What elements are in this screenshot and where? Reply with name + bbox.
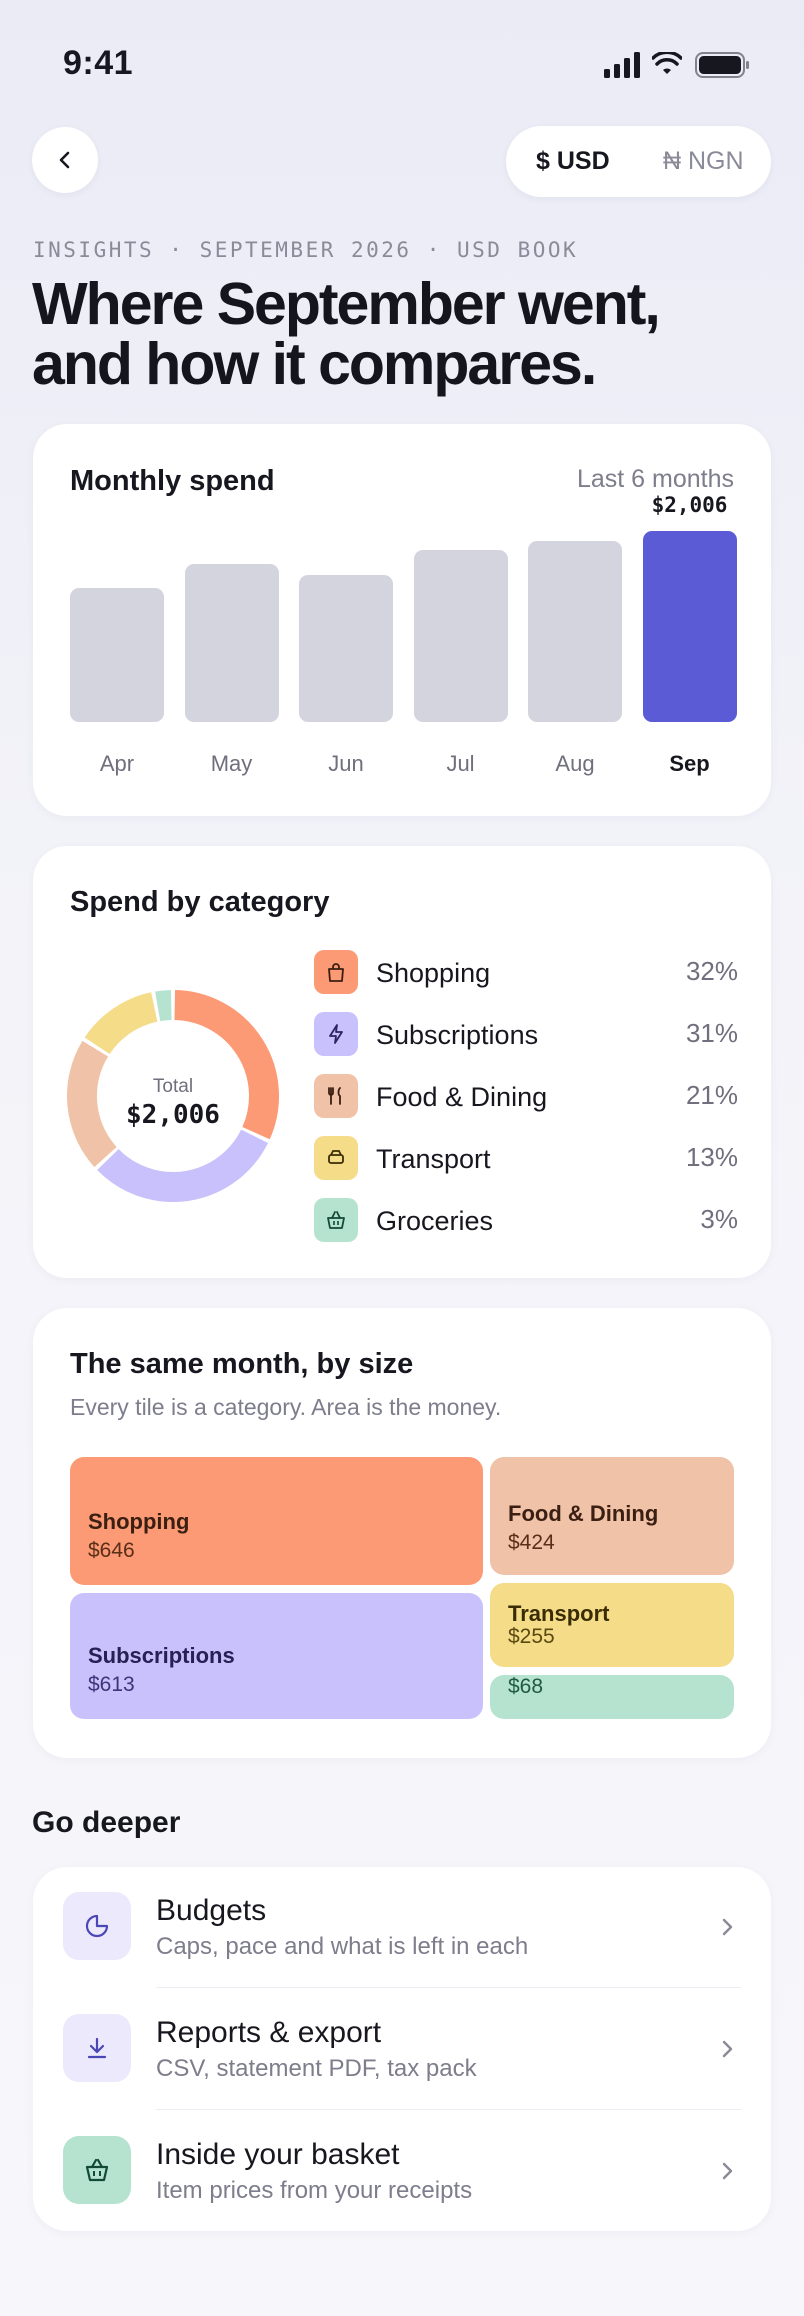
status-bar: 9:41 bbox=[0, 0, 804, 130]
nav-row-basket[interactable]: Inside your basket Item prices from your… bbox=[33, 2111, 771, 2233]
bar-label-sep: Sep bbox=[669, 751, 710, 776]
basket-icon bbox=[63, 2136, 131, 2204]
nav-row-subtitle: Caps, pace and what is left in each bbox=[156, 1933, 529, 1960]
tile-value: $255 bbox=[508, 1625, 555, 1648]
tile-value: $68 bbox=[508, 1675, 544, 1698]
tile-name: Transport bbox=[508, 1601, 610, 1626]
chevron-right-icon bbox=[722, 2040, 733, 2058]
category-percent: 3% bbox=[700, 1204, 738, 1234]
tile-value: $646 bbox=[88, 1539, 135, 1562]
wifi-icon bbox=[652, 52, 682, 74]
tile-value: $424 bbox=[508, 1531, 555, 1554]
bar-jul[interactable] bbox=[413, 550, 508, 722]
category-row-transport[interactable]: Transport 13% bbox=[314, 1136, 738, 1180]
treemap-title: The same month, by size bbox=[70, 1348, 414, 1380]
category-row-food-dining[interactable]: Food & Dining 21% bbox=[314, 1074, 738, 1118]
nav-row-subtitle: Item prices from your receipts bbox=[156, 2177, 473, 2204]
basket-icon bbox=[314, 1198, 358, 1242]
shopping-bag-icon bbox=[314, 950, 358, 994]
nav-row-title: Reports & export bbox=[156, 2016, 382, 2049]
page-eyebrow: INSIGHTS · SEPTEMBER 2026 · USD BOOK bbox=[33, 238, 579, 262]
donut-slice-groceries[interactable] bbox=[155, 990, 172, 1022]
tile-value: $613 bbox=[88, 1673, 135, 1696]
donut-svg bbox=[67, 990, 279, 1202]
status-time: 9:41 bbox=[63, 44, 134, 82]
bar-label-aug: Aug bbox=[555, 751, 595, 776]
go-deeper-card: Budgets Caps, pace and what is left in e… bbox=[33, 1867, 771, 2231]
category-percent: 13% bbox=[685, 1142, 738, 1172]
chevron-left-icon bbox=[59, 151, 70, 169]
donut-slice-transport[interactable] bbox=[84, 992, 158, 1055]
category-row-groceries[interactable]: Groceries 3% bbox=[314, 1198, 738, 1242]
treemap-subtitle: Every tile is a category. Area is the mo… bbox=[70, 1394, 502, 1420]
treemap-tile-food-dining[interactable]: Food & Dining $424 bbox=[490, 1457, 734, 1575]
pie-slice-icon bbox=[63, 1892, 131, 1960]
download-icon bbox=[63, 2014, 131, 2082]
donut-total-label: Total bbox=[152, 1076, 194, 1097]
bar-sep[interactable] bbox=[642, 531, 737, 722]
tile-name: Food & Dining bbox=[508, 1501, 659, 1526]
currency-ngn-option[interactable]: ₦ NGN bbox=[663, 147, 744, 175]
category-name: Food & Dining bbox=[376, 1082, 548, 1112]
signal-icon bbox=[604, 52, 640, 78]
category-donut-chart: Total $2,006 bbox=[67, 990, 279, 1202]
treemap-tile-subscriptions[interactable]: Subscriptions $613 bbox=[70, 1593, 483, 1719]
category-row-shopping[interactable]: Shopping 32% bbox=[314, 950, 738, 994]
monthly-spend-card: Monthly spend Last 6 months Apr May Jun Jul… bbox=[33, 424, 771, 816]
back-button[interactable] bbox=[32, 127, 98, 193]
bar-label-may: May bbox=[210, 751, 253, 776]
nav-row-reports[interactable]: Reports & export CSV, statement PDF, tax… bbox=[33, 1989, 771, 2111]
bar-aug[interactable] bbox=[528, 541, 622, 722]
category-name: Shopping bbox=[376, 958, 491, 988]
bar-jun[interactable] bbox=[299, 575, 393, 722]
category-name: Groceries bbox=[376, 1206, 494, 1236]
category-row-subscriptions[interactable]: Subscriptions 31% bbox=[314, 1012, 738, 1056]
category-percent: 31% bbox=[685, 1018, 738, 1048]
donut-slice-subscriptions[interactable] bbox=[97, 1129, 269, 1202]
car-icon bbox=[314, 1136, 358, 1180]
currency-usd-option[interactable]: $ USD bbox=[536, 147, 610, 175]
currency-toggle[interactable]: $ USD ₦ NGN bbox=[506, 126, 771, 197]
bolt-icon bbox=[314, 1012, 358, 1056]
page-title: Where September went, and how it compare… bbox=[32, 274, 752, 394]
bar-label-jun: Jun bbox=[328, 751, 364, 776]
chevron-right-icon bbox=[722, 1918, 733, 1936]
category-percent: 32% bbox=[685, 956, 738, 986]
tile-name: Subscriptions bbox=[88, 1643, 235, 1668]
treemap-tile-shopping[interactable]: Shopping $646 bbox=[70, 1457, 483, 1585]
category-percent: 21% bbox=[685, 1080, 738, 1110]
chevron-right-icon bbox=[722, 2162, 733, 2180]
treemap-tile-groceries[interactable]: $68 bbox=[490, 1675, 734, 1719]
monthly-spend-title: Monthly spend bbox=[70, 465, 275, 497]
category-card: Spend by category Total $2,006 Shopping … bbox=[33, 846, 771, 1278]
tile-name: Shopping bbox=[88, 1509, 190, 1534]
battery-icon bbox=[695, 52, 749, 78]
donut-slice-shopping[interactable] bbox=[173, 990, 279, 1140]
bar-label-jul: Jul bbox=[446, 751, 475, 776]
divider bbox=[156, 1987, 741, 1988]
bar-apr[interactable] bbox=[70, 588, 164, 722]
category-name: Transport bbox=[376, 1144, 491, 1174]
donut-slice-food-dining[interactable] bbox=[67, 1040, 117, 1168]
bar-may[interactable] bbox=[184, 564, 279, 722]
category-name: Subscriptions bbox=[376, 1020, 539, 1050]
go-deeper-title: Go deeper bbox=[32, 1806, 181, 1839]
donut-total-value: $2,006 bbox=[126, 1100, 220, 1130]
nav-row-subtitle: CSV, statement PDF, tax pack bbox=[156, 2055, 477, 2082]
category-title: Spend by category bbox=[70, 886, 330, 918]
page-title-line-2: and how it compares. bbox=[32, 331, 597, 397]
nav-row-title: Budgets bbox=[156, 1894, 267, 1927]
nav-row-budgets[interactable]: Budgets Caps, pace and what is left in e… bbox=[33, 1867, 771, 1989]
monthly-range-label[interactable]: Last 6 months bbox=[576, 465, 734, 493]
treemap-tile-transport[interactable]: Transport $255 bbox=[490, 1583, 734, 1667]
bar-value-sep: $2,006 bbox=[651, 493, 728, 517]
nav-row-title: Inside your basket bbox=[156, 2138, 400, 2171]
divider bbox=[156, 2109, 741, 2110]
page-title-line-1: Where September went, bbox=[32, 271, 661, 337]
fork-knife-icon bbox=[314, 1074, 358, 1118]
bar-label-apr: Apr bbox=[99, 751, 135, 776]
treemap-card: The same month, by size Every tile is a … bbox=[33, 1308, 771, 1758]
